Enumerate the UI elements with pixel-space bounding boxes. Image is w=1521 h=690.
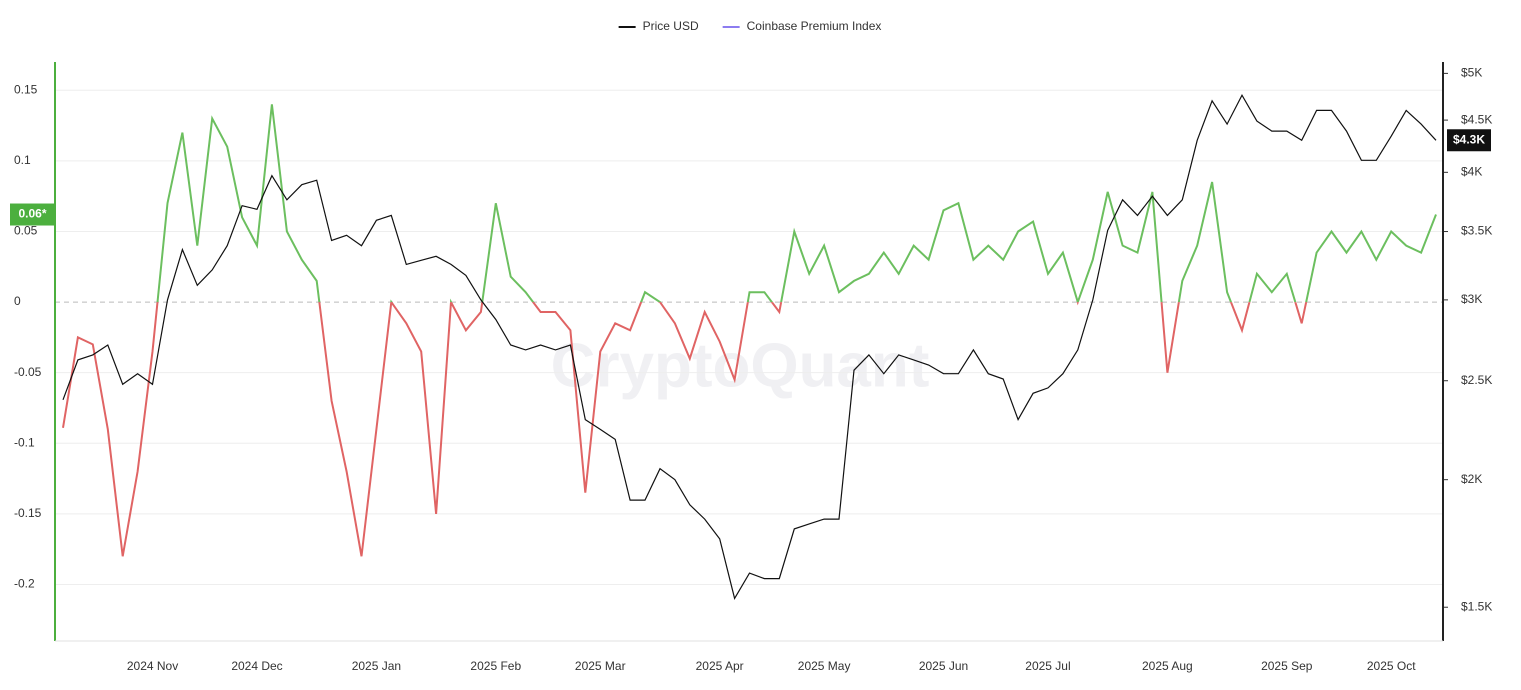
y-tick-label: -0.15: [14, 506, 42, 520]
x-tick-label: 2025 Sep: [1261, 659, 1313, 673]
y2-tick-label: $4K: [1461, 164, 1482, 178]
y2-tick-label: $3.5K: [1461, 224, 1492, 238]
premium-line-positive: [156, 104, 1437, 303]
y-tick-label: 0.05: [14, 224, 38, 238]
y-tick-label: 0: [14, 294, 21, 308]
y-tick-label: -0.2: [14, 577, 35, 591]
x-tick-label: 2025 Mar: [575, 659, 626, 673]
y2-tick-label: $4.5K: [1461, 112, 1492, 126]
x-tick-label: 2025 May: [798, 659, 851, 673]
watermark: CryptoQuant: [551, 331, 930, 400]
y-tick-label: -0.05: [14, 365, 42, 379]
x-tick-label: 2025 Jan: [352, 659, 401, 673]
y-tick-label: -0.1: [14, 435, 35, 449]
x-tick-label: 2024 Nov: [127, 659, 178, 673]
last-value-label: $4.3K: [1453, 132, 1485, 146]
x-tick-label: 2025 Jun: [919, 659, 968, 673]
x-tick-label: 2025 Jul: [1025, 659, 1070, 673]
y2-tick-label: $2.5K: [1461, 373, 1492, 387]
legend-label: Price USD: [643, 19, 699, 33]
x-tick-label: 2025 Aug: [1142, 659, 1193, 673]
x-tick-label: 2025 Apr: [696, 659, 744, 673]
y-tick-label: 0.1: [14, 153, 31, 167]
y2-tick-label: $2K: [1461, 472, 1482, 486]
y2-tick-label: $5K: [1461, 66, 1482, 80]
x-tick-label: 2025 Feb: [470, 659, 521, 673]
price-line: [62, 93, 1437, 600]
x-tick-label: 2024 Dec: [231, 659, 282, 673]
last-value-label: 0.06*: [18, 207, 46, 221]
y-tick-label: 0.15: [14, 82, 38, 96]
x-tick-label: 2025 Oct: [1367, 659, 1416, 673]
last-value-badge: [10, 203, 55, 226]
y2-tick-label: $3K: [1461, 292, 1482, 306]
last-value-badge: [1447, 129, 1491, 152]
legend: Price USD Coinbase Premium Index: [618, 19, 882, 33]
premium-line-negative: [62, 302, 1308, 557]
y2-tick-label: $1.5K: [1461, 599, 1492, 613]
legend-label: Coinbase Premium Index: [747, 19, 882, 33]
